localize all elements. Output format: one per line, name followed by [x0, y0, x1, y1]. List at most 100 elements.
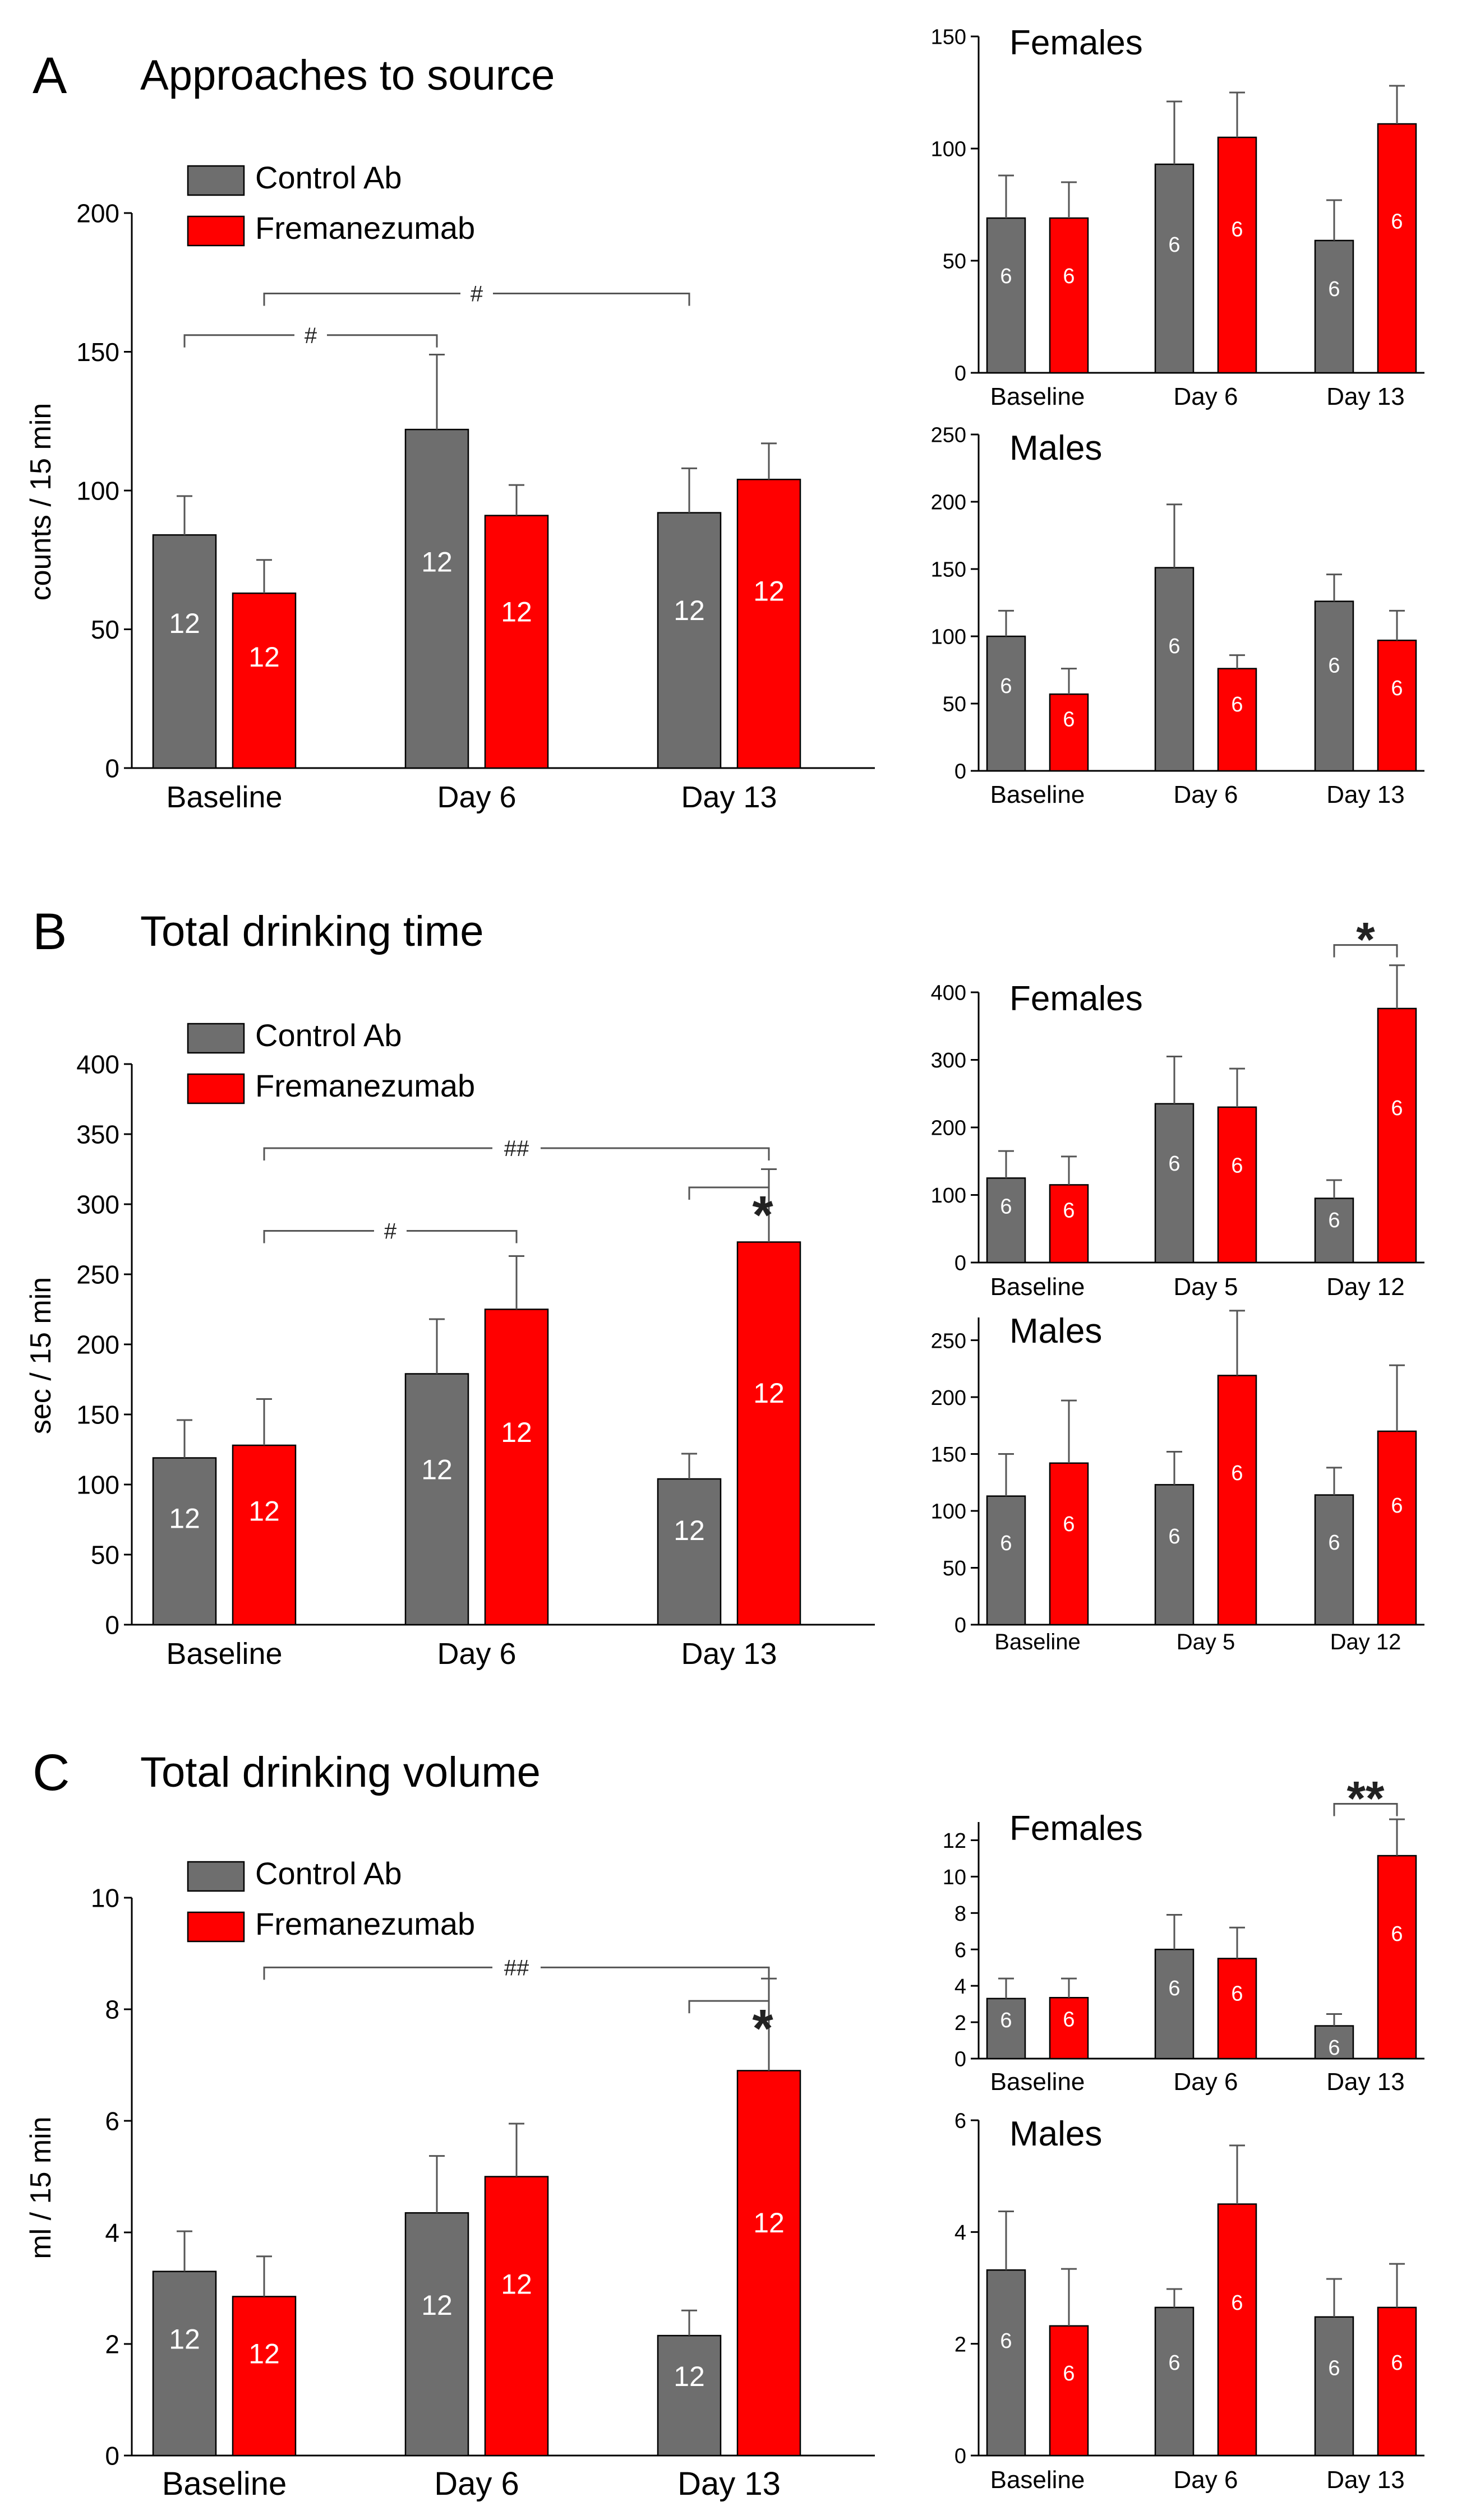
- y-tick-label: 2: [954, 2333, 966, 2356]
- n-label: 12: [421, 2290, 453, 2321]
- bar: [986, 2269, 1026, 2457]
- n-label: 12: [169, 608, 200, 639]
- n-label: 12: [501, 1417, 532, 1448]
- bar: [152, 1457, 217, 1626]
- y-tick-label: 100: [931, 626, 966, 649]
- n-label: 6: [1168, 1152, 1180, 1176]
- significance-star: *: [1356, 913, 1375, 967]
- n-label: 6: [1231, 1982, 1243, 2005]
- bar: [657, 1478, 722, 1626]
- y-tick-label: 2: [105, 2330, 119, 2359]
- bar: [986, 1997, 1026, 2060]
- n-label: 12: [248, 2338, 280, 2370]
- x-tick-label: Baseline: [990, 383, 1085, 410]
- panel-letter: A: [33, 47, 67, 104]
- significance-hash: #: [384, 1219, 397, 1244]
- bar: [1314, 239, 1354, 374]
- y-tick-label: 50: [943, 693, 966, 716]
- bracket-gap: [374, 1219, 407, 1242]
- y-tick-label: 0: [954, 2445, 966, 2468]
- y-tick-label: 6: [954, 1939, 966, 1962]
- y-tick-label: 150: [931, 1443, 966, 1467]
- y-tick-label: 100: [76, 477, 119, 506]
- n-label: 6: [1063, 2008, 1075, 2032]
- y-tick-label: 100: [931, 1500, 966, 1524]
- y-tick-label: 50: [943, 250, 966, 274]
- significance-star: *: [752, 1999, 773, 2059]
- bar: [152, 534, 217, 769]
- bar: [232, 592, 297, 769]
- x-tick-label: Baseline: [990, 2068, 1085, 2096]
- y-tick-label: 200: [931, 1117, 966, 1140]
- chart-A_main: 0 50 100 150 200 Baseline Day 6 Day 13 counts / …: [25, 199, 875, 814]
- bar: [1049, 1462, 1089, 1626]
- n-label: 6: [1391, 210, 1403, 233]
- y-tick-label: 150: [76, 337, 119, 367]
- significance-bracket: [688, 2000, 770, 2014]
- y-tick-label: 400: [76, 1050, 119, 1079]
- n-label: 6: [1168, 1525, 1180, 1548]
- n-label: 12: [674, 2361, 705, 2392]
- bracket-gap: [294, 323, 327, 346]
- bar: [1314, 1494, 1354, 1626]
- bar: [484, 1308, 549, 1626]
- n-label: 6: [1231, 2291, 1243, 2315]
- bar: [1049, 217, 1089, 374]
- bracket-gap: [492, 1137, 541, 1159]
- x-tick-label: Baseline: [166, 780, 282, 814]
- x-tick-label: Day 6: [437, 1637, 516, 1671]
- y-tick-label: 12: [943, 1829, 966, 1853]
- n-label: 6: [1391, 1494, 1403, 1518]
- y-tick-label: 0: [954, 1252, 966, 1275]
- bar: [1377, 1430, 1417, 1626]
- inset-title: Females: [1009, 1809, 1143, 1848]
- significance-hash: ##: [504, 1136, 529, 1161]
- significance-bracket: [1333, 944, 1398, 958]
- bar: [1217, 1106, 1257, 1264]
- n-label: 6: [1000, 1532, 1012, 1555]
- n-label: 6: [1328, 1209, 1340, 1232]
- bar: [1377, 123, 1417, 374]
- bar: [1377, 639, 1417, 772]
- legend-swatch-control: [187, 165, 245, 196]
- y-tick-label: 100: [931, 1184, 966, 1208]
- n-label: 6: [1000, 1195, 1012, 1219]
- y-axis-label: sec / 15 min: [25, 1277, 57, 1434]
- legend-swatch-treatment: [187, 215, 245, 247]
- significance-star: *: [752, 1185, 773, 1245]
- panel-title: Total drinking time: [140, 908, 484, 955]
- x-tick-label: Day 13: [1326, 383, 1404, 410]
- legend-swatch-control: [187, 1861, 245, 1892]
- y-tick-label: 8: [954, 1902, 966, 1926]
- panel-title: Approaches to source: [140, 52, 555, 99]
- n-label: 12: [674, 1515, 705, 1546]
- x-tick-label: Day 6: [437, 780, 516, 814]
- n-label: 6: [1063, 708, 1075, 732]
- bar: [1377, 2306, 1417, 2457]
- bar: [986, 217, 1026, 374]
- inset-title: Females: [1009, 24, 1143, 62]
- y-tick-label: 6: [954, 2110, 966, 2133]
- y-tick-label: 0: [105, 2442, 119, 2471]
- bracket-gap: [460, 282, 493, 305]
- bar: [986, 1177, 1026, 1264]
- y-tick-label: 0: [105, 1611, 119, 1640]
- bar: [484, 515, 549, 769]
- bar: [232, 1444, 297, 1626]
- bracket-gap: [492, 1956, 541, 1979]
- x-tick-label: Day 12: [1326, 1273, 1404, 1301]
- y-tick-label: 4: [954, 1975, 966, 1999]
- x-tick-label: Day 6: [434, 2466, 519, 2502]
- y-tick-label: 50: [91, 615, 119, 644]
- bar: [1049, 1997, 1089, 2060]
- bar: [736, 478, 801, 769]
- y-tick-label: 10: [91, 1884, 119, 1913]
- bar: [736, 2070, 801, 2457]
- inset-title: Males: [1009, 1312, 1102, 1351]
- y-tick-label: 0: [954, 2048, 966, 2072]
- chart-A_females: 0 50 100 150 Baseline Day 6 Day 13 6 6 6 6 6 6 Female…: [931, 24, 1424, 410]
- n-label: 6: [1231, 1154, 1243, 1177]
- bar: [736, 1241, 801, 1626]
- x-tick-label: Baseline: [994, 1630, 1080, 1654]
